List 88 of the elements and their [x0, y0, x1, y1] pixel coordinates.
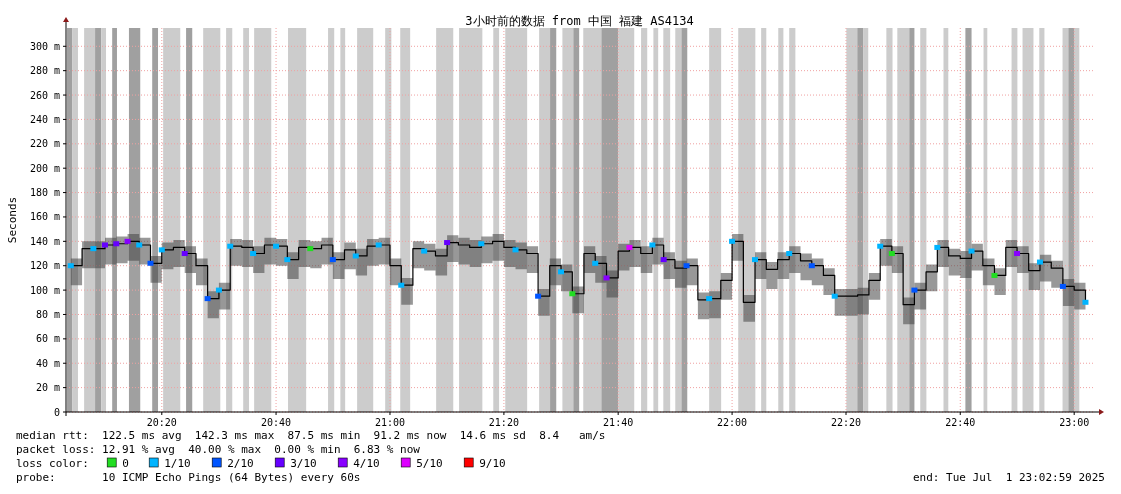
point: [273, 243, 280, 249]
point: [888, 251, 895, 257]
point: [1059, 283, 1066, 289]
point: [968, 248, 975, 254]
point: [284, 257, 291, 263]
point: [444, 240, 451, 246]
point: [90, 246, 97, 252]
x-tick-label: 22:00: [717, 417, 748, 428]
point: [204, 296, 211, 302]
point: [421, 248, 428, 254]
y-tick-label: 0: [53, 406, 60, 418]
legend-label: 0: [122, 457, 129, 470]
y-tick-label: 280 m: [29, 65, 60, 77]
point: [934, 244, 941, 250]
y-tick-label: 100 m: [29, 284, 60, 296]
point: [569, 291, 576, 297]
text: packet loss: 12.91 % avg 40.00 % max 0.00 % min 6.83 % now: [16, 443, 421, 456]
point: [215, 287, 222, 293]
x-tick-label: 21:00: [374, 417, 406, 428]
legend-label: 5/10: [416, 457, 443, 470]
text: median rtt: 122.5 ms avg 142.3 ms max 87.5 ms min 91.2 ms now 14.6 ms sd 8.4 am/s: [16, 429, 606, 442]
point: [626, 244, 633, 250]
point: [558, 269, 565, 275]
y-tick-label: 260 m: [29, 89, 60, 101]
y-tick-label: 220 m: [29, 138, 60, 150]
legend-label: 9/10: [479, 457, 506, 470]
point: [660, 257, 667, 263]
point: [877, 243, 884, 249]
legend-label: 2/10: [227, 457, 254, 470]
point: [752, 257, 758, 263]
y-tick-label: 60 m: [35, 333, 60, 345]
point: [1014, 251, 1021, 257]
point: [1082, 299, 1089, 305]
x-tick-label: 20:40: [261, 417, 292, 428]
y-tick-label: 200 m: [29, 162, 60, 174]
point: [592, 260, 599, 266]
point: [1036, 259, 1043, 265]
x-tick-label: 22:20: [830, 417, 862, 428]
point: [352, 253, 359, 259]
y-tick-label: 80 m: [35, 308, 60, 320]
point: [375, 242, 382, 248]
legend-label: 1/10: [164, 457, 191, 470]
y-tick-label: 160 m: [29, 211, 60, 223]
point: [250, 251, 257, 257]
x-tick-label: 20:20: [146, 417, 177, 428]
y-tick-label: 180 m: [29, 187, 60, 199]
point: [649, 242, 656, 248]
y-tick-label: 120 m: [29, 260, 60, 272]
point: [307, 246, 314, 252]
point: [603, 275, 610, 281]
text: probe: 10 ICMP Echo Pings (64 Bytes) every 60s: [16, 471, 361, 484]
point: [124, 238, 131, 244]
point: [147, 260, 154, 266]
y-axis-title: Seconds: [6, 196, 19, 244]
point: [808, 263, 815, 269]
x-tick-label: 22:40: [945, 417, 976, 428]
point: [478, 241, 485, 247]
point: [535, 293, 542, 299]
point: [706, 296, 713, 302]
y-tick-label: 140 m: [29, 235, 60, 247]
point: [398, 282, 405, 288]
text: end: Tue Jul 1 23:02:59 2025: [912, 471, 1105, 484]
point: [102, 242, 108, 248]
point: [729, 238, 736, 244]
point: [683, 263, 690, 269]
point: [227, 243, 234, 249]
point: [158, 247, 165, 253]
point: [991, 272, 998, 278]
point: [136, 242, 143, 248]
y-tick-label: 300 m: [29, 40, 60, 52]
y-tick-label: 20 m: [35, 382, 60, 394]
point: [113, 241, 120, 247]
point: [831, 293, 838, 299]
y-tick-label: 240 m: [29, 113, 60, 125]
legend-label: 4/10: [353, 457, 380, 470]
point: [329, 257, 336, 263]
point: [512, 247, 519, 253]
x-tick-label: 21:20: [488, 417, 519, 428]
point: [181, 251, 188, 257]
point: [786, 251, 793, 257]
legend-title: loss color:: [16, 457, 89, 470]
legend-label: 3/10: [290, 457, 317, 470]
point: [67, 263, 74, 269]
y-tick-label: 40 m: [35, 357, 60, 369]
x-tick-label: 21:40: [603, 417, 634, 428]
point: [911, 287, 918, 293]
x-tick-label: 23:00: [1059, 417, 1090, 428]
chart-title: 3小时前的数据 from 中国 福建 AS4134: [465, 14, 694, 28]
